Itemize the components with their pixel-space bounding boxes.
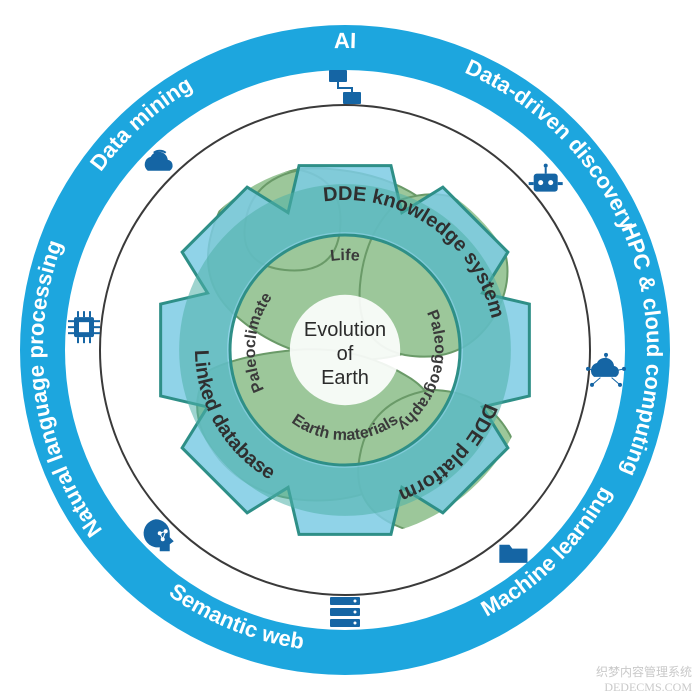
watermark-line2: DEDECMS.COM: [596, 680, 692, 694]
watermark: 织梦内容管理系统 DEDECMS.COM: [596, 665, 692, 694]
ai-head-icon: [144, 519, 174, 551]
outer-label-0: AI: [334, 28, 357, 53]
folder-icon: [499, 545, 527, 563]
cloud-compute-icon: [586, 353, 626, 387]
cloud-wifi-icon: [145, 151, 173, 171]
watermark-line1: 织梦内容管理系统: [596, 665, 692, 679]
chip-icon: [68, 311, 100, 343]
network-icon: [329, 70, 361, 104]
server-icon: [330, 597, 360, 627]
diagram-root: AIData-driven discoveryHPC & cloud compu…: [0, 0, 700, 700]
